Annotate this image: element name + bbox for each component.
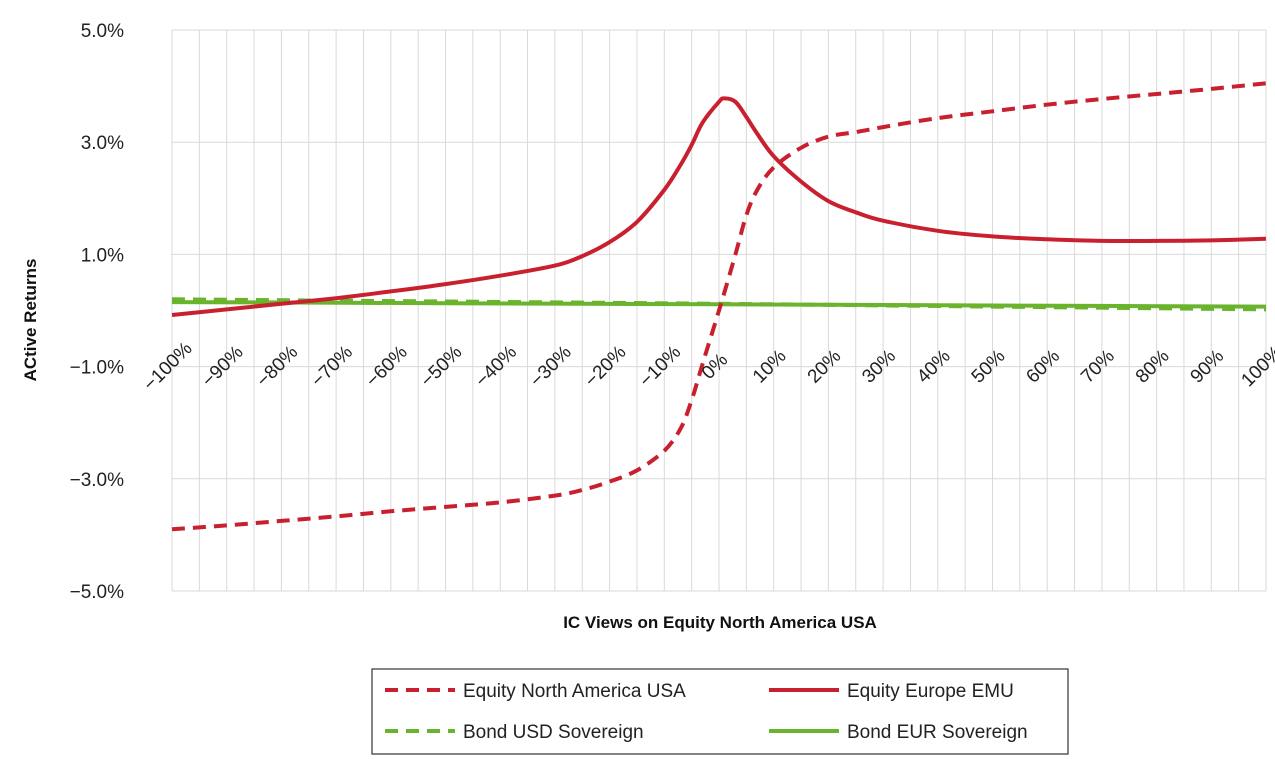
x-tick-label: 90% [1187, 346, 1229, 388]
x-tick-label: 0% [698, 350, 732, 384]
series-lines [171, 81, 1267, 532]
y-axis-title: ACtive Returns [21, 259, 40, 382]
legend-label: Equity North America USA [463, 681, 686, 702]
series-line-1 [171, 81, 1267, 532]
x-tick-label: 30% [858, 346, 900, 388]
y-axis-ticks: 5.0% 3.0% 1.0% −1.0% −3.0% −5.0% [70, 21, 125, 603]
y-tick-label: −1.0% [70, 358, 125, 379]
legend: Equity North America USA Equity Europe EM… [371, 668, 1069, 755]
y-tick-label: 5.0% [81, 21, 124, 42]
x-tick-label: 60% [1022, 346, 1064, 388]
x-tick-label: 10% [749, 346, 791, 388]
x-tick-label: 80% [1132, 346, 1174, 388]
legend-label: Bond EUR Sovereign [847, 722, 1028, 743]
legend-label: Equity Europe EMU [847, 681, 1014, 702]
x-tick-label: 70% [1077, 346, 1119, 388]
legend-label: Bond USD Sovereign [463, 722, 644, 743]
x-tick-label: 50% [968, 346, 1010, 388]
x-axis-title: IC Views on Equity North America USA [563, 613, 877, 632]
x-tick-label: 20% [804, 346, 846, 388]
series-line-2 [171, 96, 1267, 317]
y-tick-label: 1.0% [81, 245, 124, 266]
x-tick-label: 40% [913, 346, 955, 388]
y-tick-label: −5.0% [70, 582, 125, 603]
y-tick-label: 3.0% [81, 133, 124, 154]
legend-box [371, 668, 1069, 755]
y-tick-label: −3.0% [70, 470, 125, 491]
